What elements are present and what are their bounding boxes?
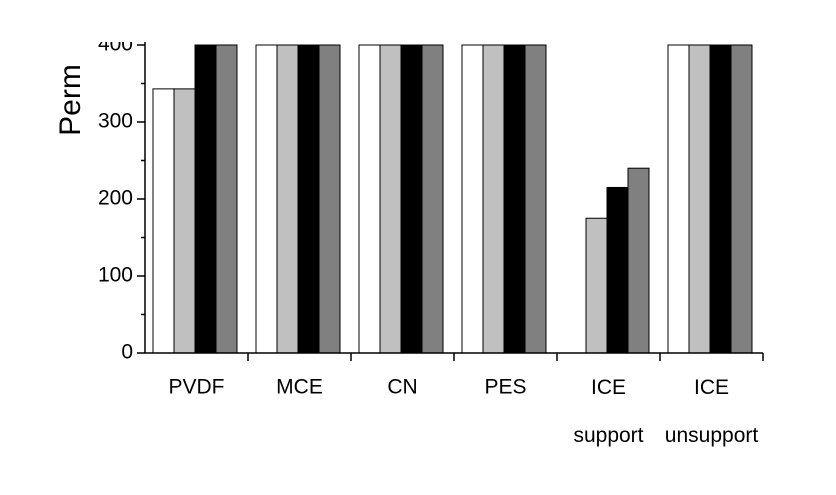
x-tick-label: CN: [387, 376, 417, 399]
bar: [667, 44, 690, 354]
x-tick-label: ICE unsupport: [665, 376, 759, 447]
bar: [379, 44, 402, 354]
bar: [461, 44, 484, 354]
bar: [688, 44, 711, 354]
x-tick-label-line: ICE: [694, 376, 729, 399]
bar: [585, 217, 608, 354]
bar: [606, 186, 629, 354]
bar: [400, 44, 423, 354]
x-tick-label-line: unsupport: [665, 424, 759, 447]
bar: [194, 44, 217, 354]
x-tick-label: MCE: [276, 376, 323, 399]
bar: [524, 44, 547, 354]
bar: [627, 167, 650, 354]
bar: [297, 44, 320, 354]
x-tick-label: ICE support: [573, 376, 643, 447]
bar: [709, 44, 732, 354]
y-tick-label: 200: [98, 187, 133, 210]
bar: [482, 44, 505, 354]
y-tick-label: 100: [98, 264, 133, 287]
x-tick-label: PES: [484, 376, 526, 399]
bar: [173, 88, 196, 354]
x-tick-label: PVDF: [168, 376, 224, 399]
x-tick-label-line: ICE: [591, 376, 626, 399]
y-tick-label: 300: [98, 110, 133, 133]
plot-group: Perm 0 100 200 300 400 PVDF MCE CN PES ICE support…: [54, 33, 764, 447]
bar: [358, 44, 381, 354]
bar: [730, 44, 753, 354]
y-tick-label: 0: [121, 341, 133, 364]
bar: [215, 44, 238, 354]
bar: [421, 44, 444, 354]
bar: [503, 44, 526, 354]
y-axis-label: Perm: [54, 64, 87, 136]
x-tick-label-line: support: [573, 424, 643, 447]
y-tick-label: 400: [98, 33, 133, 56]
bar: [276, 44, 299, 354]
bar: [318, 44, 341, 354]
bar: [255, 44, 278, 354]
bar: [152, 88, 175, 354]
